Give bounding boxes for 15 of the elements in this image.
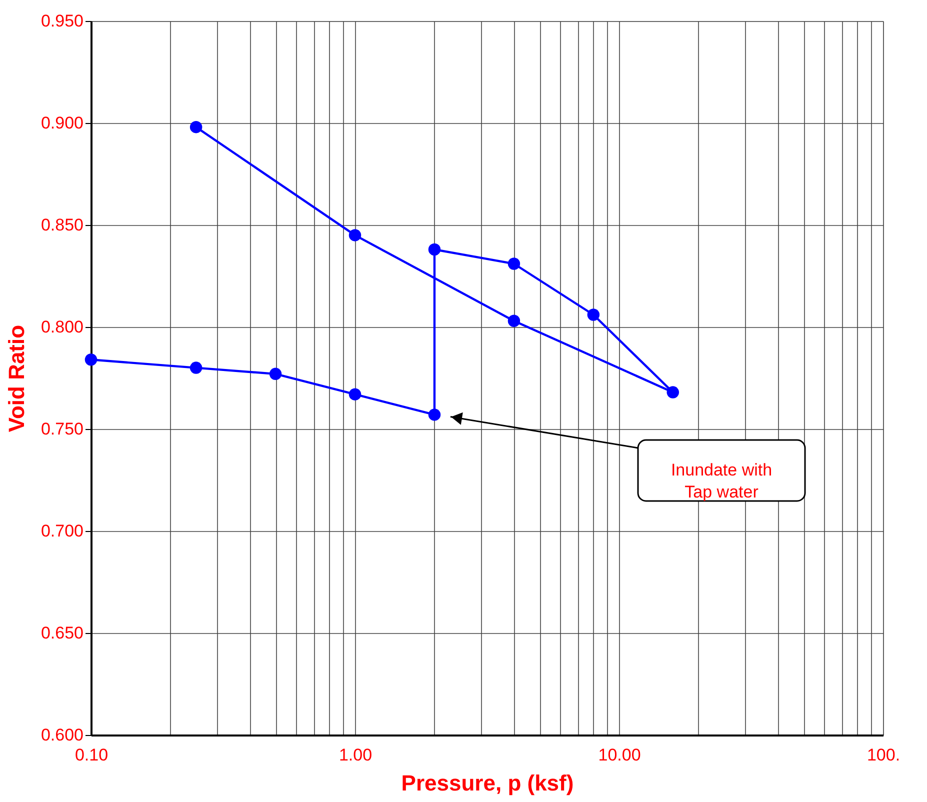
- y-tick-label: 0.950: [40, 12, 84, 30]
- x-axis-title: Pressure, p (ksf): [401, 770, 574, 796]
- y-tick-label: 0.650: [40, 624, 84, 642]
- x-tick-label: 100.: [866, 746, 900, 764]
- y-tick-label: 0.900: [40, 114, 84, 132]
- y-tick-label: 0.750: [40, 420, 84, 438]
- y-tick-label: 0.700: [40, 522, 84, 540]
- annotation: Inundate with Tap water: [670, 460, 772, 502]
- x-tick-label: 0.10: [74, 746, 108, 764]
- x-tick-label: 10.00: [598, 746, 641, 764]
- x-tick-label: 1.00: [338, 746, 372, 764]
- y-axis-title: Void Ratio: [4, 324, 29, 432]
- y-tick-label: 0.800: [40, 318, 84, 336]
- y-tick-label: 0.600: [40, 726, 84, 744]
- y-tick-label: 0.850: [40, 216, 84, 234]
